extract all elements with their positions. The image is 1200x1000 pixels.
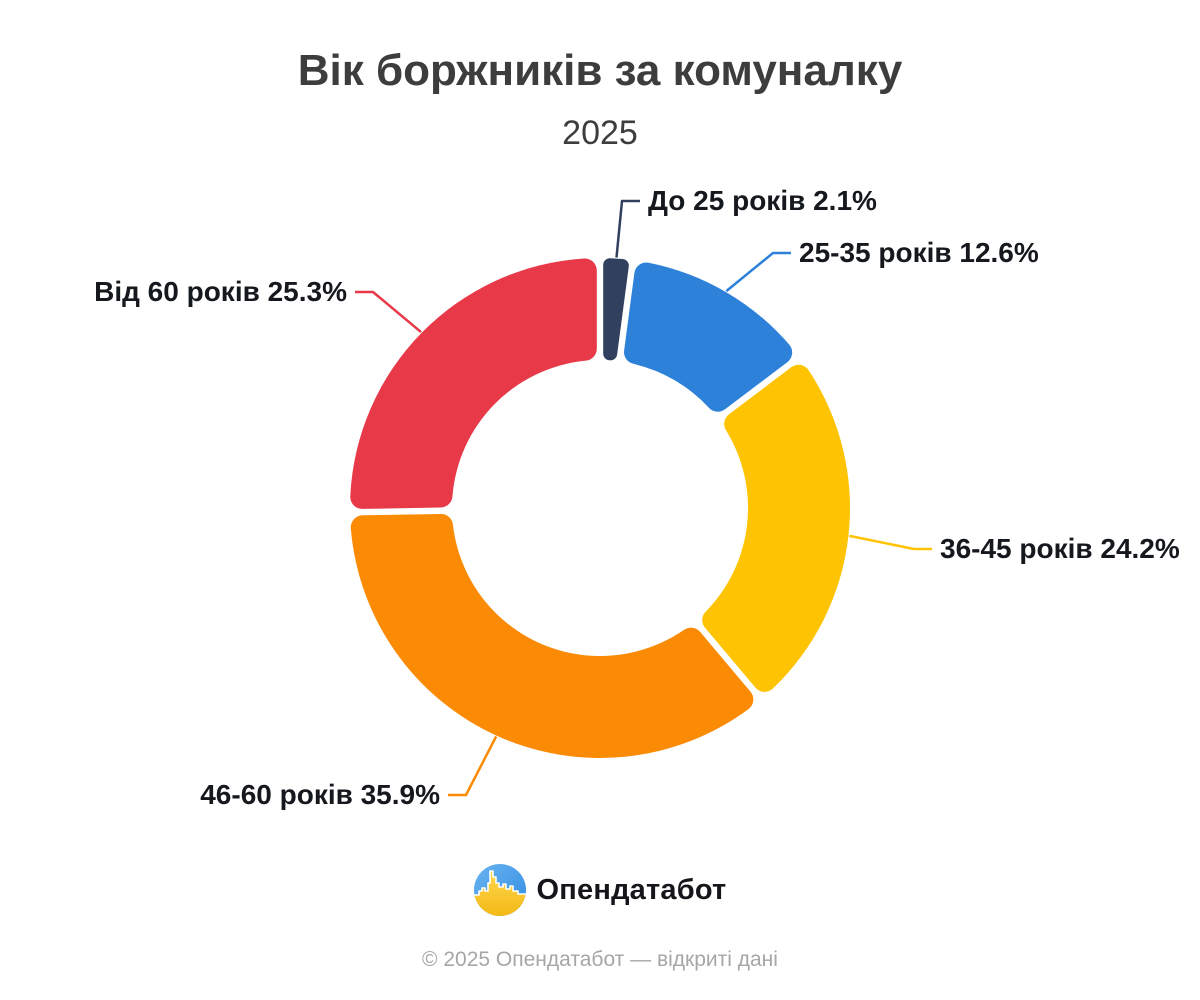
slice-label-25-35: 25-35 років 12.6% — [799, 237, 1039, 268]
brand-name: Опендатабот — [536, 873, 727, 906]
chart-subtitle: 2025 — [562, 114, 638, 152]
slice-label-under-25: До 25 років 2.1% — [648, 185, 877, 216]
leader-line-46-60 — [448, 735, 498, 797]
donut-slice-46-60 — [350, 513, 754, 758]
slice-label-over-60: Від 60 років 25.3% — [94, 276, 347, 307]
donut-slice-25-35 — [624, 262, 793, 412]
brand-footer: Опендатабот — [0, 864, 1200, 916]
leader-line-36-45 — [849, 534, 932, 551]
donut-slice-over-60 — [350, 258, 597, 509]
chart-title: Вік боржників за комуналку — [297, 46, 903, 95]
opendatabot-logo-icon — [473, 864, 526, 916]
donut-slice-36-45 — [702, 364, 850, 692]
leader-line-over-60 — [355, 290, 422, 334]
leader-line-25-35 — [725, 251, 791, 293]
leader-line-under-25 — [615, 199, 640, 258]
slice-label-46-60: 46-60 років 35.9% — [200, 779, 440, 810]
slice-label-36-45: 36-45 років 24.2% — [940, 533, 1180, 564]
donut-slice-under-25 — [603, 258, 629, 361]
copyright-text: © 2025 Опендатабот — відкриті дані — [422, 948, 778, 971]
logo-skyline — [473, 870, 526, 916]
